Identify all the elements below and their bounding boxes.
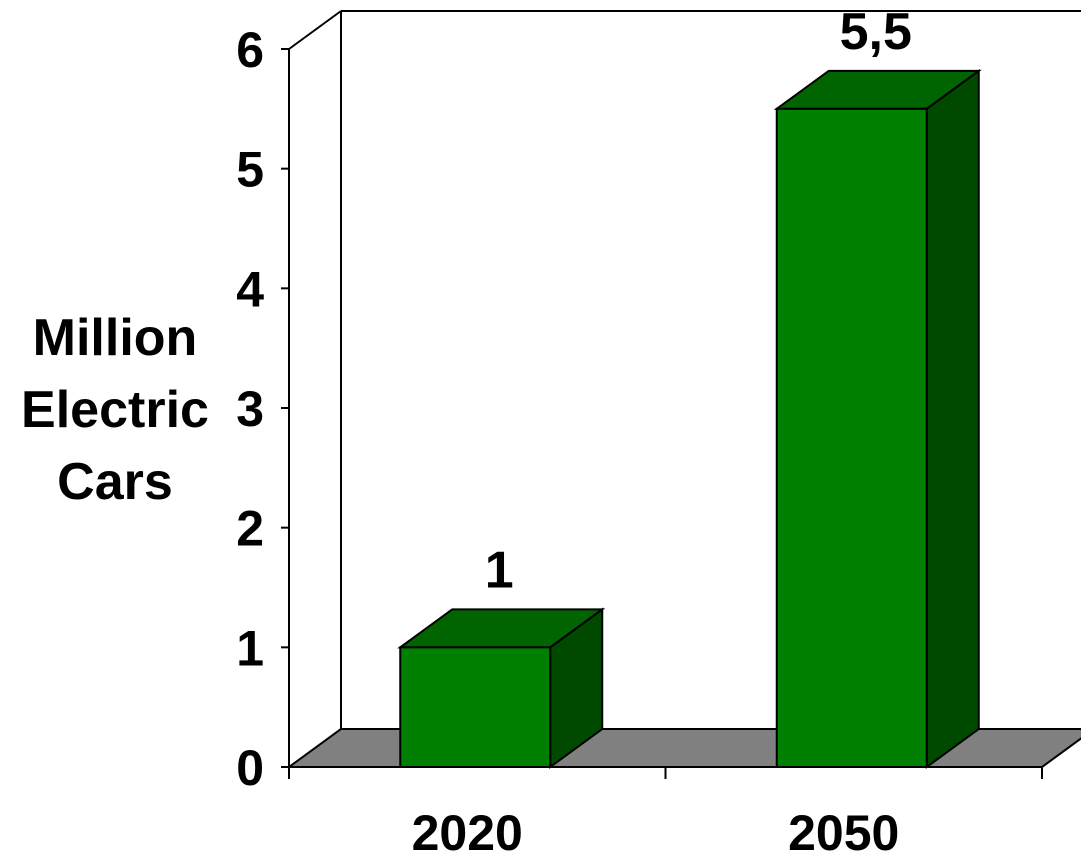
bar-2020 (397, 607, 606, 769)
y-axis-label-line-2: Electric (21, 381, 209, 439)
y-tick-label-1: 1 (236, 620, 264, 676)
y-axis-label-line-3: Cars (57, 453, 173, 511)
y-axis-label-line-1: Million (32, 309, 198, 367)
y-tick-label-4: 4 (236, 261, 264, 317)
x-tick-label-2050: 2050 (788, 805, 899, 855)
y-tick-label-3: 3 (236, 381, 264, 437)
bars (397, 68, 982, 769)
bar-2050 (773, 68, 982, 769)
axes (281, 10, 1043, 779)
y-axis-depth-line (288, 10, 342, 50)
bar-front (775, 107, 928, 769)
y-tick-label-2: 2 (236, 501, 264, 557)
bar-side (925, 68, 980, 769)
bar-front (399, 646, 552, 768)
labels: 1 2020 5,5 2050 0 1 2 3 4 5 6 (236, 3, 912, 855)
x-tick-label-2020: 2020 (412, 805, 523, 855)
y-tick-label-0: 0 (236, 740, 264, 796)
y-tick-label-6: 6 (236, 22, 264, 78)
data-label-2050: 5,5 (840, 3, 912, 61)
data-label-2020: 1 (485, 541, 514, 599)
y-tick-label-5: 5 (236, 142, 264, 198)
